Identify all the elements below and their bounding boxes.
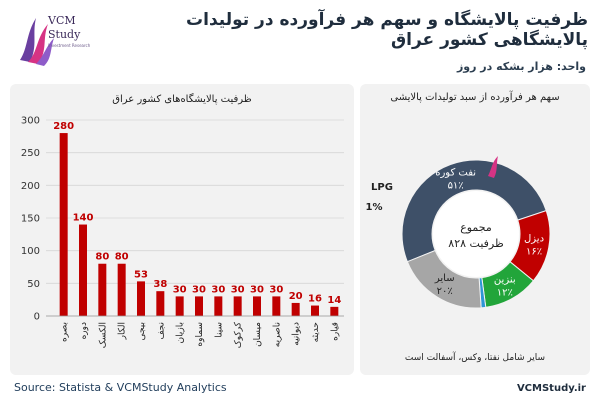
bar-value-label: 80 bbox=[115, 252, 129, 263]
donut-center-title: مجموع bbox=[460, 221, 492, 234]
source-note: Source: Statista & VCMStudy Analytics bbox=[14, 381, 227, 394]
x-tick-label: ناصریه bbox=[272, 322, 282, 347]
bar-value-label: 30 bbox=[173, 284, 187, 295]
bar-value-label: 38 bbox=[153, 279, 167, 290]
bar-chart-title: ظرفیت پالایشگاه‌های کشور عراق bbox=[112, 94, 252, 105]
x-tick-label: سینا bbox=[214, 322, 224, 338]
y-tick-label: 250 bbox=[21, 148, 40, 159]
bar-value-label: 80 bbox=[95, 252, 109, 263]
donut-center-value: ظرفیت ۸۲۸ bbox=[448, 237, 504, 250]
site-url: VCMStudy.ir bbox=[516, 383, 586, 394]
bar-value-label: 30 bbox=[231, 284, 245, 295]
donut-chart: نفت کوره ۵۱٪ دیزل ۱۶٪ بنزین ۱۲٪ LPG 1% سایر ۲۰٪ مج… bbox=[366, 156, 551, 309]
y-tick-label: 300 bbox=[21, 116, 40, 127]
bar bbox=[59, 133, 68, 316]
y-tick-label: 200 bbox=[21, 181, 40, 192]
donut-slice bbox=[401, 159, 547, 263]
x-tick-label: بازیان bbox=[176, 322, 186, 343]
bar-value-label: 30 bbox=[250, 284, 264, 295]
slice-value-label: ۵۱٪ bbox=[448, 181, 464, 192]
bar bbox=[195, 296, 203, 316]
bar-value-label: 140 bbox=[73, 213, 94, 224]
y-tick-label: 150 bbox=[21, 214, 40, 225]
y-tick-label: 100 bbox=[21, 246, 40, 257]
x-tick-label: دوره bbox=[79, 322, 89, 339]
bar bbox=[253, 296, 261, 316]
bar-value-label: 16 bbox=[308, 294, 322, 305]
slice-label: بنزین bbox=[494, 275, 516, 286]
donut-hole bbox=[433, 191, 519, 277]
x-tick-label: قیاره bbox=[330, 322, 340, 341]
bar bbox=[79, 224, 87, 316]
bar-value-label: 20 bbox=[289, 291, 303, 302]
bar bbox=[137, 281, 145, 316]
x-tick-label: بصره bbox=[60, 322, 70, 342]
slice-value-label: ۱۶٪ bbox=[526, 247, 542, 258]
x-tick-label: بیجی bbox=[137, 322, 147, 341]
bar-chart-panel: ظرفیت پالایشگاه‌های کشور عراق 0 50 100 150 2… bbox=[10, 84, 354, 375]
x-tick-label: الکسک bbox=[98, 322, 108, 348]
bar-chart: 0 50 100 150 200 250 300 280 بصره 140 دوره 80 الکسک 8… bbox=[21, 116, 344, 348]
bar bbox=[233, 296, 242, 316]
vcm-logo-icon bbox=[20, 18, 54, 66]
y-tick-label: 50 bbox=[27, 279, 40, 290]
bar bbox=[156, 291, 165, 316]
x-tick-label: نجف bbox=[156, 322, 166, 340]
watermark-logo-icon bbox=[488, 156, 498, 178]
slice-label: LPG bbox=[371, 182, 393, 193]
slice-value-label: ۲۰٪ bbox=[437, 286, 453, 297]
x-tick-label: دیوانیه bbox=[292, 322, 302, 346]
bar bbox=[311, 305, 319, 316]
bar-value-label: 14 bbox=[327, 295, 341, 306]
bar-value-label: 30 bbox=[269, 284, 283, 295]
x-tick-label: کرکوک bbox=[233, 321, 244, 348]
bar bbox=[214, 296, 223, 316]
x-tick-label: حدیثه bbox=[311, 322, 321, 342]
x-tick-label: سماوه bbox=[195, 322, 205, 347]
bar-value-label: 30 bbox=[211, 284, 225, 295]
unit-label: واحد: هزار بشکه در روز bbox=[456, 60, 586, 73]
slice-value-label: ۱۲٪ bbox=[497, 288, 513, 299]
bar-value-label: 53 bbox=[134, 269, 148, 280]
slice-label: نفت کوره bbox=[435, 168, 476, 179]
bar bbox=[291, 302, 300, 316]
bar-value-label: 280 bbox=[53, 121, 74, 132]
pie-chart-title: سهم هر فرآورده از سبد تولیدات پالایشی bbox=[390, 92, 560, 103]
pie-chart-panel: سهم هر فرآورده از سبد تولیدات پالایشی نف… bbox=[360, 84, 590, 375]
bar bbox=[117, 263, 126, 316]
pie-footnote: سایر شامل نفتا، وکس، آسفالت است bbox=[404, 353, 546, 363]
bar bbox=[330, 306, 339, 316]
logo-name: VCM Study bbox=[48, 14, 81, 41]
donut-slice bbox=[406, 249, 482, 309]
x-tick-label: میسان bbox=[253, 322, 263, 347]
logo-tagline: Investment Research bbox=[48, 43, 91, 48]
y-tick-label: 0 bbox=[34, 312, 40, 323]
x-tick-label: الکار bbox=[118, 322, 128, 340]
bar bbox=[98, 263, 107, 316]
bar bbox=[175, 296, 184, 316]
slice-label: دیزل bbox=[524, 234, 544, 245]
bar-value-label: 30 bbox=[192, 284, 206, 295]
page-title: ظرفیت پالایشگاه و سهم هر فرآورده در تولی… bbox=[186, 10, 588, 50]
slice-label: سایر bbox=[434, 273, 455, 284]
slice-value-label: 1% bbox=[366, 202, 383, 213]
bar bbox=[272, 296, 281, 316]
